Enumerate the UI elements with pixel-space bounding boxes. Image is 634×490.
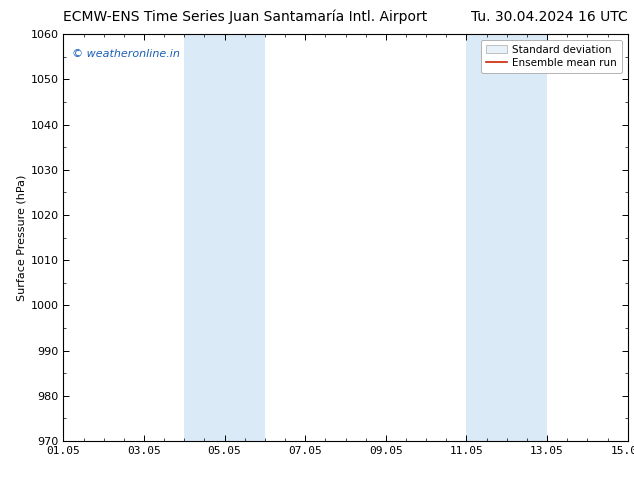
Text: Tu. 30.04.2024 16 UTC: Tu. 30.04.2024 16 UTC [471,10,628,24]
Text: ECMW-ENS Time Series Juan Santamaría Intl. Airport: ECMW-ENS Time Series Juan Santamaría Int… [63,10,428,24]
Bar [467,34,547,441]
Legend: Standard deviation, Ensemble mean run: Standard deviation, Ensemble mean run [481,40,623,73]
Text: © weatheronline.in: © weatheronline.in [72,49,179,58]
Y-axis label: Surface Pressure (hPa): Surface Pressure (hPa) [16,174,26,301]
Bar [184,34,265,441]
